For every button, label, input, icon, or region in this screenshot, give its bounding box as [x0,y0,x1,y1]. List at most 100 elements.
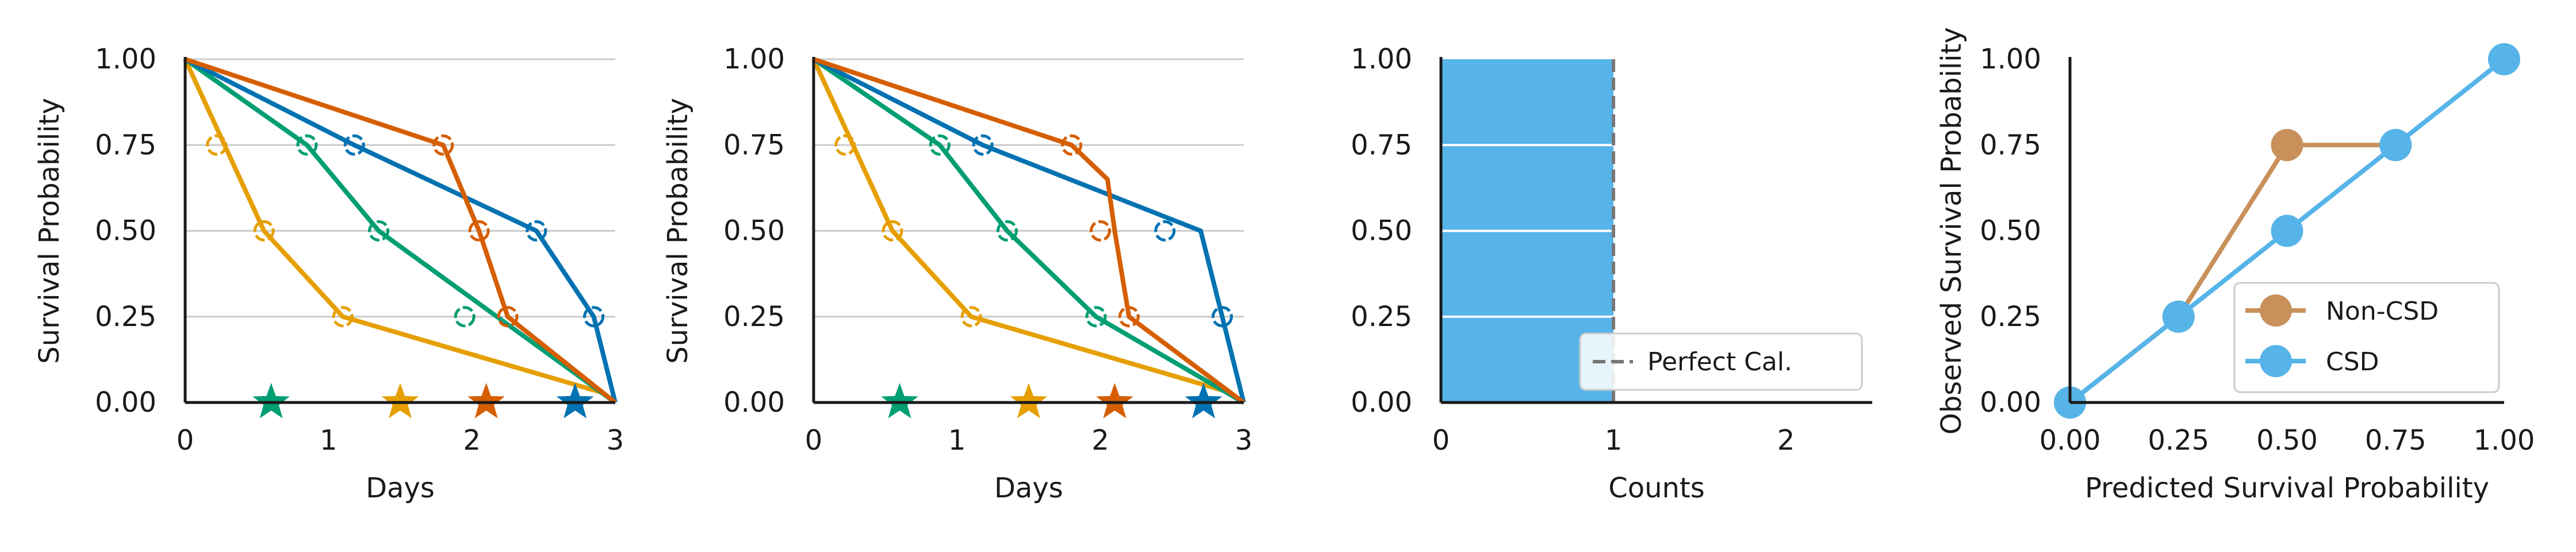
x-tick-label: 0 [1432,424,1450,457]
censor-marker [834,134,856,156]
calibration-point-non-csd [2271,129,2303,162]
censor-marker [996,220,1018,241]
x-tick-label: 1 [948,424,966,457]
calibration-point-csd [2162,300,2195,333]
y-tick-label: 0.50 [95,215,156,247]
event-star-marker [381,383,419,419]
censor-marker [1212,306,1233,328]
x-tick-label: 1 [1605,424,1623,457]
y-tick-label: 0.50 [1351,215,1412,247]
y-tick-label: 1.00 [1351,43,1412,75]
y-tick-label: 1.00 [95,43,156,75]
x-tick-label: 0.50 [2256,424,2318,457]
legend-label: Perfect Cal. [1647,347,1792,377]
y-axis-label: Survival Probability [662,98,694,364]
chart-panel-3: 0.00 0.25 0.50 0.75 1.00 0 1 2 Counts Perfect Cal… [1351,43,1872,504]
chart-panel-4: 0.00 0.25 0.50 0.75 1.00 0.00 0.25 0.50 0.75 1.00… [1935,27,2535,504]
y-tick-label: 0.00 [1351,386,1412,419]
censor-marker [454,306,476,328]
censor-marker [332,306,354,328]
y-tick-label: 0.75 [95,129,156,161]
censor-marker [497,306,519,328]
censor-marker [526,220,547,241]
y-tick-label: 0.50 [1980,215,2041,247]
chart-panel-1: 0.00 0.25 0.50 0.75 1.00 0 1 2 3 Days Survival Pro… [33,43,624,504]
legend-box [1579,332,1863,391]
y-tick-label: 1.00 [723,43,785,75]
x-axis-label: Counts [1608,472,1705,504]
censor-marker [1118,306,1140,328]
x-tick-label: 1 [320,424,338,457]
series-line-vermillion [812,57,1245,405]
x-tick-label: 3 [607,424,624,457]
censor-marker [1061,134,1083,156]
event-star-marker [1184,383,1222,419]
y-tick-label: 0.75 [1980,129,2041,161]
y-axis-label: Observed Survival Probability [1935,27,1968,435]
x-tick-label: 2 [1777,424,1795,457]
x-tick-label: 0 [805,424,823,457]
censor-marker [583,306,605,328]
y-tick-label: 0.75 [723,129,785,161]
legend-swatch-marker [2260,294,2292,327]
calibration-point-csd [2271,214,2303,247]
x-tick-label: 1.00 [2474,424,2535,457]
calibration-point-csd [2379,129,2412,162]
censor-marker [929,134,950,156]
y-tick-label: 0.00 [95,386,156,419]
event-star-marker [556,383,594,419]
x-axis-label: Predicted Survival Probability [2085,472,2489,504]
y-tick-label: 0.25 [1980,301,2041,333]
series-line-green [812,57,1245,405]
y-tick-label: 0.50 [723,215,785,247]
censor-marker [881,220,903,241]
x-tick-label: 0 [177,424,194,457]
censor-marker [432,134,454,156]
x-tick-label: 0.25 [2148,424,2209,457]
censor-marker [1090,220,1111,241]
x-tick-label: 3 [1235,424,1253,457]
censor-marker [960,306,982,328]
censor-marker [972,134,994,156]
event-star-marker [467,383,505,419]
y-tick-label: 1.00 [1980,43,2041,75]
censor-marker [368,220,390,241]
censor-marker [206,134,228,156]
series-line-vermillion [184,57,617,405]
event-star-marker [881,383,918,419]
y-tick-label: 0.75 [1351,129,1412,161]
x-tick-label: 2 [1091,424,1109,457]
y-axis-label: Survival Probability [33,98,66,364]
x-tick-label: 2 [463,424,481,457]
censor-marker [1085,306,1107,328]
y-tick-label: 0.25 [95,301,156,333]
x-axis-label: Days [366,472,435,504]
x-tick-label: 0.75 [2365,424,2426,457]
calibration-point-csd [2488,43,2520,75]
legend: Perfect Cal. [1579,332,1863,391]
series-line-blue [812,57,1246,403]
event-star-marker [1010,383,1048,419]
chart-panel-2: 0.00 0.25 0.50 0.75 1.00 0 1 2 3 Days Survival Pro… [662,43,1252,504]
legend-swatch-marker [2260,345,2292,377]
legend-label: CSD [2326,347,2379,377]
censor-marker [343,134,365,156]
y-tick-label: 0.00 [723,386,785,419]
x-tick-label: 0.00 [2040,424,2101,457]
event-star-marker [252,383,290,419]
y-tick-label: 0.25 [723,301,785,333]
legend-label: Non-CSD [2326,297,2439,326]
censor-marker [253,220,275,241]
censor-marker [296,134,318,156]
series-line-orange [811,58,1230,394]
censor-marker [1154,220,1176,241]
series-line-green [183,57,617,405]
event-star-marker [1096,383,1133,419]
censor-marker [468,220,490,241]
legend: Non-CSD CSD [2233,282,2500,393]
series-line-blue [184,57,618,403]
x-axis-label: Days [994,472,1063,504]
y-tick-label: 0.25 [1351,301,1412,333]
y-tick-label: 0.00 [1980,386,2041,419]
